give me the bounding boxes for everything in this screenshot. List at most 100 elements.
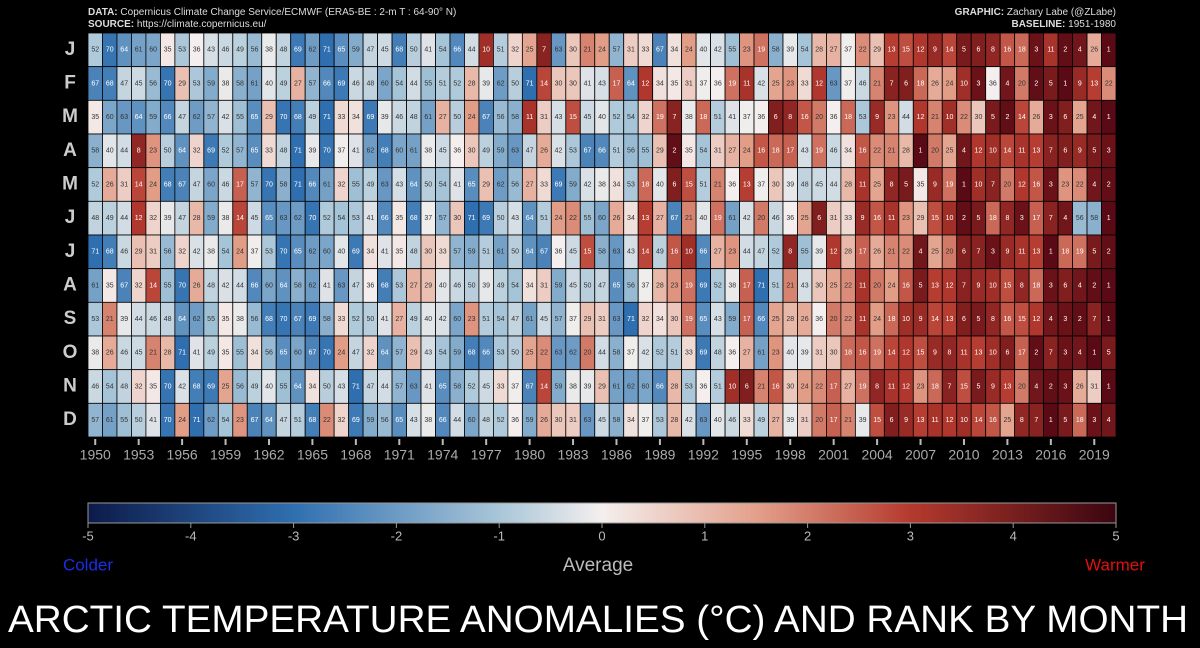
rank-label: 34 bbox=[309, 383, 317, 390]
rank-label: 68 bbox=[309, 417, 317, 424]
rank-label: 19 bbox=[873, 350, 881, 357]
rank-label: 16 bbox=[772, 383, 780, 390]
rank-label: 30 bbox=[569, 47, 577, 54]
rank-label: 8 bbox=[991, 316, 995, 323]
rank-label: 9 bbox=[1078, 148, 1082, 155]
rank-label: 61 bbox=[251, 80, 259, 87]
rank-label: 38 bbox=[728, 282, 736, 289]
rank-label: 8 bbox=[788, 249, 792, 256]
month-label: J bbox=[65, 207, 76, 228]
rank-label: 45 bbox=[569, 282, 577, 289]
rank-label: 43 bbox=[627, 249, 635, 256]
rank-label: 57 bbox=[555, 316, 563, 323]
rank-label: 19 bbox=[859, 383, 867, 390]
rank-label: 49 bbox=[309, 114, 317, 121]
rank-label: 26 bbox=[1032, 114, 1040, 121]
rank-label: 9 bbox=[991, 383, 995, 390]
rank-label: 32 bbox=[193, 148, 201, 155]
rank-label: 35 bbox=[685, 148, 693, 155]
rank-label: 20 bbox=[1004, 181, 1012, 188]
rank-label: 45 bbox=[540, 316, 548, 323]
rank-label: 54 bbox=[627, 114, 635, 121]
rank-label: 26 bbox=[931, 80, 939, 87]
rank-label: 4 bbox=[1092, 181, 1096, 188]
rank-label: 68 bbox=[164, 181, 172, 188]
rank-label: 14 bbox=[931, 316, 939, 323]
rank-label: 34 bbox=[656, 316, 664, 323]
rank-label: 41 bbox=[728, 114, 736, 121]
rank-label: 8 bbox=[1020, 417, 1024, 424]
rank-label: 58 bbox=[511, 114, 519, 121]
rank-label: 43 bbox=[801, 148, 809, 155]
rank-label: 64 bbox=[120, 47, 128, 54]
rank-label: 23 bbox=[917, 383, 925, 390]
rank-label: 37 bbox=[642, 282, 650, 289]
rank-label: 28 bbox=[815, 47, 823, 54]
rank-label: 57 bbox=[207, 114, 215, 121]
rank-label: 16 bbox=[1004, 47, 1012, 54]
rank-label: 26 bbox=[193, 282, 201, 289]
rank-label: 40 bbox=[106, 148, 114, 155]
rank-label: 9 bbox=[933, 350, 937, 357]
rank-label: 34 bbox=[251, 350, 259, 357]
month-label: J bbox=[65, 241, 76, 262]
rank-label: 58 bbox=[280, 181, 288, 188]
rank-label: 55 bbox=[164, 282, 172, 289]
rank-label: 34 bbox=[526, 282, 534, 289]
rank-label: 35 bbox=[670, 80, 678, 87]
rank-label: 59 bbox=[366, 417, 374, 424]
rank-label: 23 bbox=[786, 80, 794, 87]
rank-label: 17 bbox=[743, 316, 751, 323]
rank-label: 23 bbox=[888, 114, 896, 121]
rank-label: 38 bbox=[598, 181, 606, 188]
rank-label: 35 bbox=[917, 181, 925, 188]
rank-label: 57 bbox=[309, 80, 317, 87]
rank-label: 67 bbox=[526, 383, 534, 390]
rank-label: 52 bbox=[91, 181, 99, 188]
rank-label: 27 bbox=[395, 316, 403, 323]
x-tick-label: 1995 bbox=[731, 447, 762, 463]
rank-label: 46 bbox=[728, 417, 736, 424]
rank-label: 58 bbox=[91, 148, 99, 155]
rank-label: 38 bbox=[222, 80, 230, 87]
rank-label: 41 bbox=[323, 282, 331, 289]
rank-label: 70 bbox=[323, 350, 331, 357]
rank-label: 8 bbox=[991, 47, 995, 54]
rank-label: 70 bbox=[164, 417, 172, 424]
rank-label: 50 bbox=[366, 316, 374, 323]
rank-label: 28 bbox=[670, 417, 678, 424]
rank-label: 68 bbox=[381, 282, 389, 289]
rank-label: 29 bbox=[135, 249, 143, 256]
rank-label: 54 bbox=[337, 215, 345, 222]
rank-label: 38 bbox=[265, 47, 273, 54]
rank-label: 35 bbox=[164, 47, 172, 54]
rank-label: 5 bbox=[919, 282, 923, 289]
rank-label: 12 bbox=[902, 383, 910, 390]
rank-label: 24 bbox=[685, 47, 693, 54]
rank-label: 44 bbox=[902, 114, 910, 121]
rank-label: 60 bbox=[323, 249, 331, 256]
rank-label: 37 bbox=[642, 417, 650, 424]
rank-label: 29 bbox=[265, 114, 273, 121]
rank-label: 21 bbox=[685, 215, 693, 222]
rank-label: 5 bbox=[962, 47, 966, 54]
rank-label: 34 bbox=[613, 181, 621, 188]
rank-label: 55 bbox=[424, 80, 432, 87]
rank-label: 14 bbox=[946, 47, 954, 54]
rank-label: 27 bbox=[294, 80, 302, 87]
chart-title: ARCTIC TEMPERATURE ANOMALIES (°C) AND RA… bbox=[8, 599, 1188, 641]
rank-label: 47 bbox=[352, 350, 360, 357]
rank-label: 54 bbox=[439, 181, 447, 188]
rank-label: 17 bbox=[1018, 350, 1026, 357]
baseline-label: BASELINE: bbox=[1011, 19, 1065, 30]
rank-label: 55 bbox=[120, 417, 128, 424]
rank-label: 28 bbox=[670, 383, 678, 390]
rank-label: 44 bbox=[135, 316, 143, 323]
rank-label: 71 bbox=[294, 181, 302, 188]
rank-label: 6 bbox=[774, 114, 778, 121]
rank-label: 39 bbox=[786, 181, 794, 188]
rank-label: 54 bbox=[801, 47, 809, 54]
rank-label: 69 bbox=[294, 47, 302, 54]
rank-label: 43 bbox=[424, 350, 432, 357]
x-tick-label: 1980 bbox=[514, 447, 545, 463]
